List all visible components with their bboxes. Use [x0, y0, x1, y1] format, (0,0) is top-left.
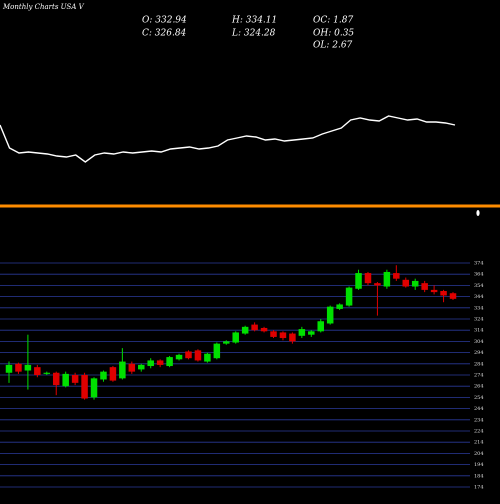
stat-label: OL: 2.67: [313, 41, 353, 51]
candle-body: [355, 273, 362, 289]
candle-body: [100, 371, 107, 380]
candle-body: [128, 363, 136, 372]
y-tick-label: 214: [474, 440, 484, 446]
candle-body: [317, 321, 324, 332]
candle-body: [421, 283, 428, 290]
candle-body: [326, 306, 334, 324]
y-tick-label: 244: [474, 406, 484, 412]
candle-body: [345, 287, 353, 306]
y-tick-label: 294: [474, 350, 484, 356]
candle-body: [336, 304, 343, 309]
y-tick-label: 184: [474, 473, 484, 479]
candle-body: [270, 331, 277, 337]
candle-body: [298, 329, 306, 336]
candle-body: [232, 332, 239, 343]
y-tick-label: 194: [474, 462, 484, 468]
y-tick-label: 314: [474, 328, 484, 334]
y-tick-label: 304: [474, 339, 484, 345]
candle-body: [71, 375, 79, 383]
candle-body: [213, 343, 221, 359]
candle-body: [204, 353, 211, 362]
candle-body: [24, 364, 32, 371]
candle-body: [119, 361, 126, 379]
candle-body: [449, 293, 457, 299]
marker-dot: [476, 210, 480, 216]
candle-body: [251, 324, 258, 331]
stat-label: C: 326.84: [142, 29, 187, 39]
candle-body: [62, 373, 69, 387]
y-tick-label: 254: [474, 395, 484, 401]
y-tick-label: 264: [474, 384, 484, 390]
candle-body: [374, 283, 381, 286]
candle-body: [308, 331, 315, 335]
stat-label: L: 324.28: [231, 29, 276, 39]
y-tick-label: 274: [474, 373, 484, 379]
y-tick-label: 234: [474, 417, 484, 423]
candle-body: [166, 357, 173, 367]
panel-divider: [0, 204, 500, 208]
candle-body: [383, 271, 391, 287]
stat-label: OH: 0.35: [313, 29, 354, 39]
candle-body: [364, 273, 372, 284]
candle-body: [81, 375, 88, 399]
candle-body: [223, 341, 230, 344]
candle-body: [90, 378, 98, 398]
candle-body: [289, 333, 296, 342]
candle-body: [440, 291, 447, 296]
candle-body: [156, 360, 164, 365]
stat-label: H: 334.11: [231, 16, 277, 26]
y-tick-label: 374: [474, 261, 484, 267]
candle-body: [52, 372, 60, 386]
candle-body: [138, 364, 145, 370]
candle-body: [147, 360, 154, 367]
stat-label: OC: 1.87: [313, 16, 353, 26]
y-tick-label: 284: [474, 361, 484, 367]
y-tick-label: 324: [474, 317, 484, 323]
candle-body: [109, 367, 117, 381]
candle-body: [241, 326, 249, 334]
candle-body: [430, 289, 438, 293]
candle-body: [15, 363, 22, 372]
chart-title: Monthly Charts USA V: [2, 3, 85, 11]
stat-label: O: 332.94: [142, 16, 187, 26]
y-tick-label: 224: [474, 429, 484, 435]
y-tick-label: 364: [474, 272, 484, 278]
candle-body: [411, 280, 419, 287]
candle-body: [393, 273, 400, 279]
candle-body: [279, 332, 287, 339]
candle-body: [175, 354, 183, 360]
candle-body: [34, 367, 41, 375]
candle-body: [260, 327, 268, 332]
candle-body: [5, 364, 13, 373]
candle-body: [185, 351, 192, 359]
y-tick-label: 174: [474, 485, 484, 491]
candle-body: [43, 372, 51, 374]
candle-body: [402, 279, 410, 287]
y-tick-label: 204: [474, 451, 484, 457]
y-tick-label: 354: [474, 283, 484, 289]
indicator-line: [0, 115, 456, 163]
y-tick-label: 334: [474, 305, 484, 311]
y-tick-label: 344: [474, 294, 484, 300]
candle-body: [194, 350, 202, 361]
